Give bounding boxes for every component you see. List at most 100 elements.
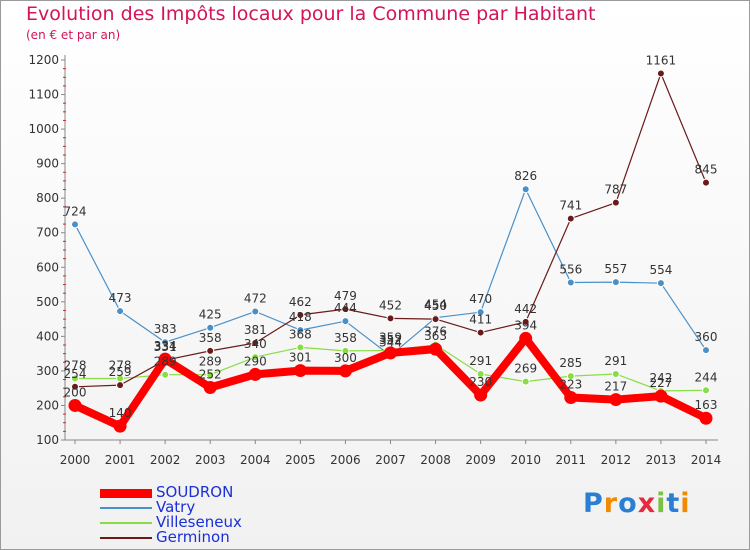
- data-label-villeseneux: 244: [695, 370, 718, 384]
- logo-letter: i: [680, 488, 691, 519]
- data-point-soudron: [248, 367, 262, 381]
- y-tick-label: 800: [36, 191, 59, 205]
- data-label-germinon: 452: [379, 298, 402, 312]
- data-label-vatry: 470: [469, 292, 492, 306]
- y-tick-label: 1200: [28, 53, 59, 67]
- legend-label: SOUDRON: [156, 483, 234, 501]
- data-label-soudron: 394: [514, 318, 537, 332]
- data-label-soudron: 290: [244, 354, 267, 368]
- data-point-villeseneux: [476, 370, 485, 379]
- data-label-germinon: 479: [334, 289, 357, 303]
- data-point-villeseneux: [296, 343, 305, 352]
- x-tick-label: 2008: [420, 453, 451, 467]
- data-point-vatry: [251, 307, 260, 316]
- data-label-vatry: 554: [649, 263, 672, 277]
- x-tick-label: 2009: [465, 453, 496, 467]
- data-point-germinon: [521, 317, 530, 326]
- data-label-vatry: 444: [334, 301, 357, 315]
- data-point-germinon: [656, 69, 665, 78]
- legend-label: Germinon: [156, 528, 230, 546]
- logo-letter: i: [656, 488, 667, 519]
- legend-item-villeseneux: Villeseneux: [100, 513, 340, 531]
- y-tick-label: 900: [36, 157, 59, 171]
- data-point-soudron: [519, 331, 533, 345]
- data-point-vatry: [611, 278, 620, 287]
- x-tick-label: 2005: [285, 453, 316, 467]
- data-point-soudron: [158, 352, 172, 366]
- data-label-villeseneux: 340: [244, 337, 267, 351]
- data-point-germinon: [566, 214, 575, 223]
- y-tick-label: 1100: [28, 88, 59, 102]
- data-point-villeseneux: [341, 346, 350, 355]
- data-label-soudron: 363: [424, 329, 447, 343]
- data-label-soudron: 217: [604, 380, 627, 394]
- data-label-soudron: 352: [379, 333, 402, 347]
- logo-letter: o: [618, 488, 638, 519]
- data-label-vatry: 454: [424, 298, 447, 312]
- data-label-germinon: 741: [559, 199, 582, 213]
- data-point-germinon: [206, 346, 215, 355]
- data-label-villeseneux: 289: [154, 355, 177, 369]
- data-point-soudron: [429, 342, 443, 356]
- data-label-vatry: 473: [109, 291, 132, 305]
- data-label-villeseneux: 278: [64, 359, 87, 373]
- data-point-germinon: [431, 315, 440, 324]
- x-tick-label: 2004: [240, 453, 271, 467]
- data-point-germinon: [476, 328, 485, 337]
- data-label-villeseneux: 242: [649, 371, 672, 385]
- data-label-vatry: 826: [514, 169, 537, 183]
- data-point-vatry: [161, 338, 170, 347]
- data-point-germinon: [386, 314, 395, 323]
- data-label-villeseneux: 291: [469, 354, 492, 368]
- data-point-villeseneux: [611, 370, 620, 379]
- data-point-germinon: [116, 381, 125, 390]
- data-label-vatry: 557: [604, 262, 627, 276]
- chart-series-lines: [71, 72, 710, 431]
- legend-swatch: [100, 537, 152, 539]
- legend-label: Villeseneux: [156, 513, 242, 531]
- x-tick-label: 2010: [510, 453, 541, 467]
- data-label-soudron: 227: [649, 376, 672, 390]
- data-label-soudron: 300: [334, 351, 357, 365]
- data-label-vatry: 556: [559, 262, 582, 276]
- data-label-germinon: 1161: [646, 53, 677, 67]
- legend-swatch: [100, 488, 152, 498]
- data-point-vatry: [71, 220, 79, 229]
- y-tick-label: 200: [36, 398, 59, 412]
- data-label-germinon: 381: [244, 323, 267, 337]
- data-point-villeseneux: [71, 374, 79, 383]
- y-tick-label: 600: [36, 260, 59, 274]
- data-label-villeseneux: 269: [514, 362, 537, 376]
- data-label-soudron: 301: [289, 351, 312, 365]
- x-tick-label: 2014: [691, 453, 722, 467]
- data-point-soudron: [609, 393, 623, 407]
- x-tick-label: 2006: [330, 453, 361, 467]
- data-label-villeseneux: 359: [379, 331, 402, 345]
- data-point-vatry: [702, 346, 710, 355]
- data-point-soudron: [113, 419, 127, 433]
- legend-swatch: [100, 507, 152, 509]
- data-point-vatry: [566, 278, 575, 287]
- data-label-germinon: 259: [109, 365, 132, 379]
- data-label-vatry: 344: [379, 336, 402, 350]
- data-point-soudron: [293, 364, 307, 378]
- data-label-villeseneux: 285: [559, 356, 582, 370]
- data-label-villeseneux: 289: [199, 355, 222, 369]
- data-label-soudron: 223: [559, 378, 582, 392]
- y-tick-label: 300: [36, 364, 59, 378]
- y-tick-label: 1000: [28, 122, 59, 136]
- data-point-villeseneux: [251, 353, 260, 362]
- data-label-soudron: 200: [64, 385, 87, 399]
- data-label-germinon: 331: [154, 340, 177, 354]
- data-label-germinon: 787: [604, 183, 627, 197]
- data-label-soudron: 140: [109, 406, 132, 420]
- x-tick-label: 2002: [150, 453, 181, 467]
- data-point-soudron: [699, 411, 713, 425]
- data-label-villeseneux: 376: [424, 325, 447, 339]
- data-label-germinon: 358: [199, 331, 222, 345]
- data-point-vatry: [206, 323, 215, 332]
- legend-item-germinon: Germinon: [100, 528, 340, 546]
- data-label-villeseneux: 278: [109, 359, 132, 373]
- data-point-germinon: [341, 305, 350, 314]
